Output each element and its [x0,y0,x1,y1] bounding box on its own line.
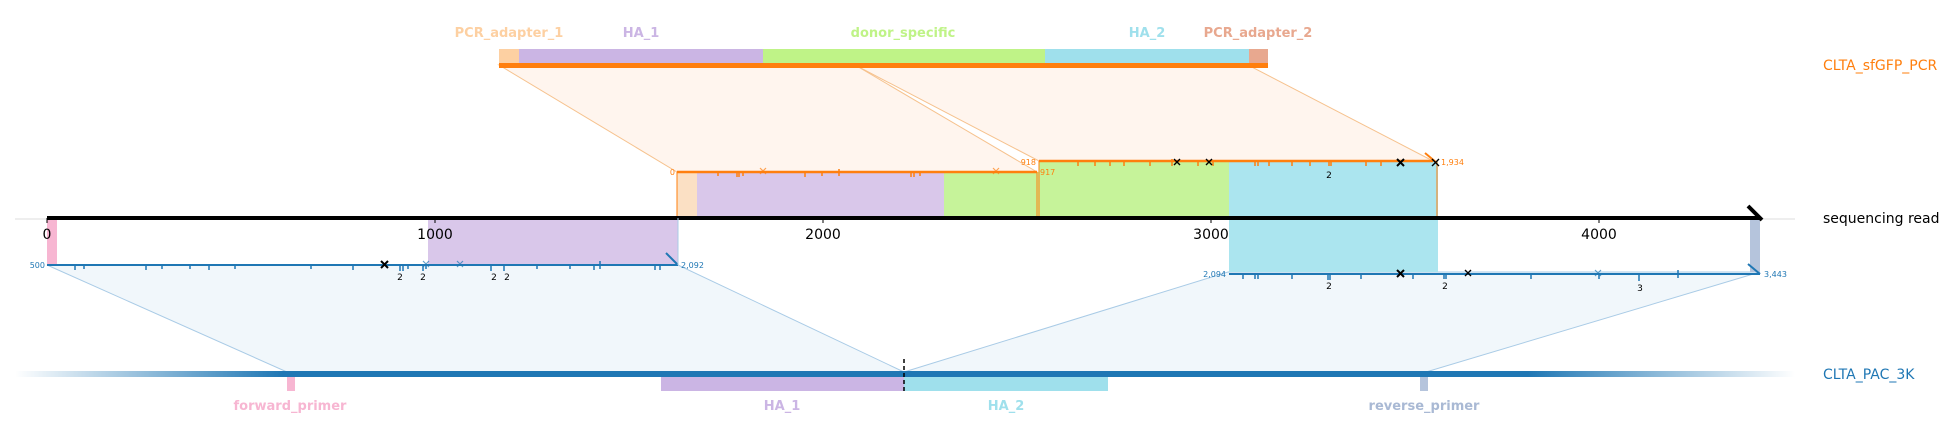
donor-left-end-label: 917 [1040,168,1055,177]
target-alignment-left [47,218,679,266]
sequencing-read-name: sequencing read [1823,211,1939,227]
read-target-ha2-region [1229,220,1438,272]
target-left-band [46,264,905,373]
count-label: 2 [397,273,403,283]
target-label-ha1: HA_1 [764,399,801,414]
sequencing-read-axis [15,204,1795,223]
target-ha1-segment [661,377,904,391]
donor-right-start-label: 918 [1021,158,1036,167]
donor-label-ha1: HA_1 [623,26,660,41]
donor-mismatch-ticks [717,159,1382,177]
target-label-ha2: HA_2 [988,399,1025,414]
target-reference [15,359,1795,391]
donor-backbone [499,63,1268,68]
donor-pcr2-segment [1249,49,1268,63]
donor-read-name: CLTA_sfGFP_PCR [1823,58,1937,74]
target-mismatch-x-marks [380,260,1602,278]
axis-tick-0: 0 [43,227,52,243]
donor-right-end-label: 1,934 [1441,158,1464,167]
target-right-band [903,271,1761,373]
target-read-name: CLTA_PAC_3K [1823,367,1915,383]
target-left-end-label: 2,092 [681,261,704,270]
donor-ha1-segment [519,49,763,63]
read-donor-specific-region-b [1039,161,1229,218]
donor-label-ha2: HA_2 [1129,26,1166,41]
count-label: 2 [1326,282,1332,292]
target-forward-primer-segment [287,377,295,391]
donor-label-pcr2: PCR_adapter_2 [1204,26,1313,41]
donor-ha2-segment [1045,49,1249,63]
count-label: 2 [1326,171,1332,181]
count-label: 2 [1442,282,1448,292]
axis-tick-1000: 1000 [417,227,453,243]
target-backbone [15,371,1795,377]
target-reverse-primer-segment [1420,377,1428,391]
target-right-end-label: 3,443 [1764,270,1787,279]
axis-tick-3000: 3000 [1193,227,1229,243]
target-left-start-label: 500 [30,261,45,270]
donor-specific-segment [763,49,1045,63]
read-donor-ha2-region [1229,161,1438,218]
axis-tick-4000: 4000 [1581,227,1617,243]
read-target-reverse-primer-region [1750,220,1760,272]
target-right-start-label: 2,094 [1203,270,1226,279]
donor-reference [499,49,1268,68]
axis-tick-2000: 2000 [805,227,841,243]
count-label: 2 [491,273,497,283]
donor-label-specific: donor_specific [851,26,956,41]
read-target-ha1-region [428,220,678,265]
read-donor-ha1-region [697,172,944,218]
read-donor-specific-region-a [944,172,1039,218]
count-label: 2 [420,273,426,283]
target-ha2-segment [904,377,1108,391]
donor-label-pcr1: PCR_adapter_1 [455,26,564,41]
target-label-reverse-primer: reverse_primer [1369,399,1481,414]
read-target-primer-region [47,220,57,265]
target-alignment-right [1229,263,1761,275]
count-label: 2 [504,273,510,283]
count-label: 3 [1637,284,1643,294]
donor-mismatch-x-marks [759,158,1440,175]
read-donor-pcr1-region [677,172,697,218]
target-label-forward-primer: forward_primer [234,399,348,414]
donor-left-start-label: 0 [670,168,675,177]
donor-pcr1-segment [499,49,519,63]
target-mismatch-ticks [74,261,1679,281]
